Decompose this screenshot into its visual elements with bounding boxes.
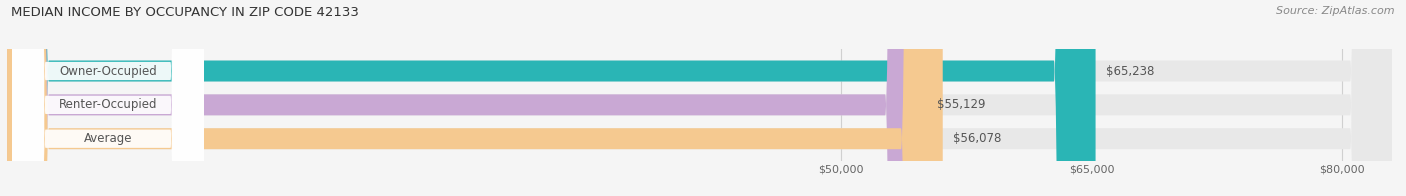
FancyBboxPatch shape xyxy=(7,0,1095,196)
FancyBboxPatch shape xyxy=(7,0,927,196)
Text: Renter-Occupied: Renter-Occupied xyxy=(59,98,157,111)
Text: Owner-Occupied: Owner-Occupied xyxy=(59,64,157,77)
FancyBboxPatch shape xyxy=(7,0,1392,196)
Text: $56,078: $56,078 xyxy=(953,132,1001,145)
FancyBboxPatch shape xyxy=(13,0,204,196)
FancyBboxPatch shape xyxy=(13,0,204,196)
Text: $65,238: $65,238 xyxy=(1105,64,1154,77)
Text: Source: ZipAtlas.com: Source: ZipAtlas.com xyxy=(1277,6,1395,16)
Text: MEDIAN INCOME BY OCCUPANCY IN ZIP CODE 42133: MEDIAN INCOME BY OCCUPANCY IN ZIP CODE 4… xyxy=(11,6,359,19)
FancyBboxPatch shape xyxy=(7,0,1392,196)
FancyBboxPatch shape xyxy=(13,0,204,196)
Text: $55,129: $55,129 xyxy=(936,98,986,111)
FancyBboxPatch shape xyxy=(7,0,1392,196)
FancyBboxPatch shape xyxy=(7,0,943,196)
Text: Average: Average xyxy=(84,132,132,145)
